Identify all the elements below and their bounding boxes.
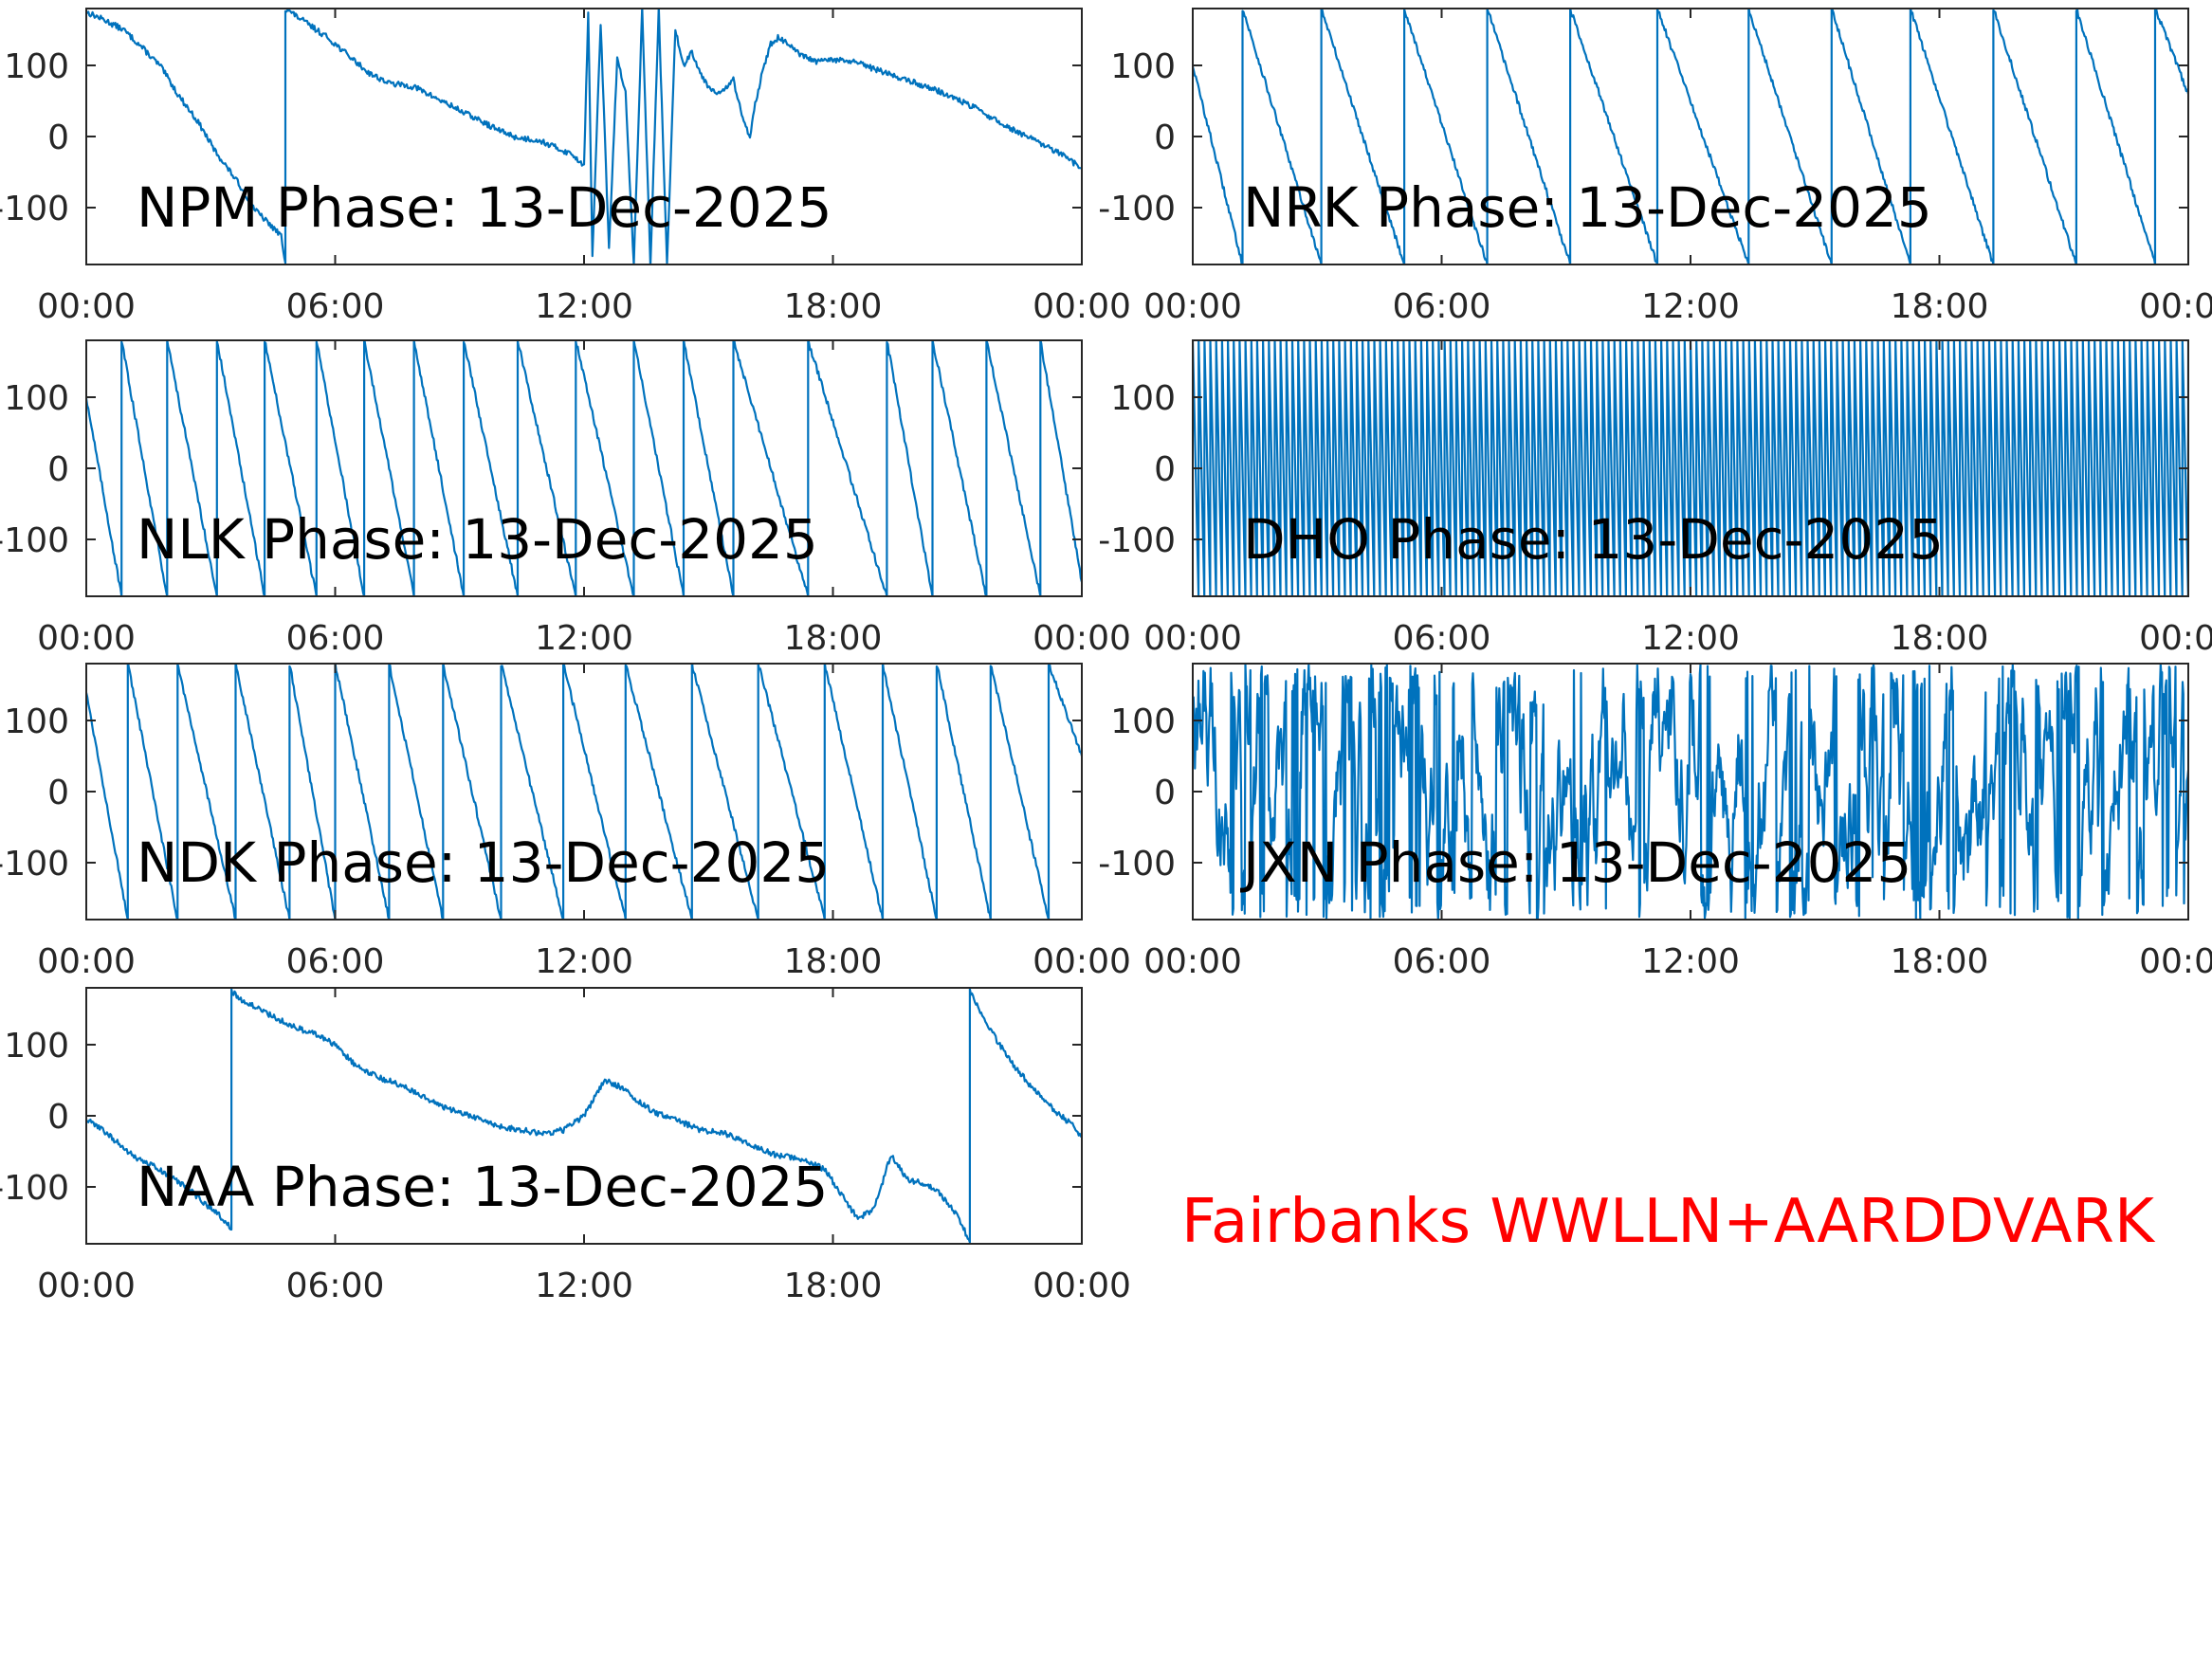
phase-panel-dho: 100 0 -100 00:00 06:00 12:00 18:00 00:00 DHO Pha… xyxy=(1098,339,2212,658)
x-tick-label: 06:00 xyxy=(286,619,385,658)
x-tick-label: 00:00 xyxy=(1033,287,1131,326)
x-tick-label: 00:00 xyxy=(37,619,136,658)
y-tick-label: 100 xyxy=(1110,379,1176,418)
x-tick-label: 18:00 xyxy=(784,1267,883,1305)
phase-line xyxy=(1193,340,2188,596)
y-tick-label: -100 xyxy=(1098,521,1176,560)
x-tick-label: 12:00 xyxy=(535,619,633,658)
phase-line xyxy=(86,988,1082,1244)
phase-panel-jxn: 100 0 -100 00:00 06:00 12:00 18:00 00:00 JXN Pha… xyxy=(1098,663,2212,981)
y-tick-label: -100 xyxy=(0,521,69,560)
x-tick-label: 12:00 xyxy=(535,1267,633,1305)
x-tick-label: 12:00 xyxy=(1641,619,1740,658)
x-tick-label: 00:00 xyxy=(37,942,136,981)
x-tick-label: 18:00 xyxy=(1891,942,1989,981)
x-tick-label: 00:00 xyxy=(1143,619,1242,658)
y-tick-label: 100 xyxy=(4,1027,69,1066)
panel-title: NDK Phase: 13-Dec-2025 xyxy=(137,830,830,895)
x-tick-label: 18:00 xyxy=(784,287,883,326)
x-tick-label: 00:00 xyxy=(2139,942,2212,981)
y-tick-label: 100 xyxy=(4,702,69,741)
x-tick-label: 12:00 xyxy=(535,287,633,326)
phase-series xyxy=(86,9,1082,264)
y-tick-label: 100 xyxy=(1110,47,1176,86)
x-tick-label: 06:00 xyxy=(286,942,385,981)
x-tick-label: 00:00 xyxy=(2139,287,2212,326)
phase-panel-ndk: 100 0 -100 00:00 06:00 12:00 18:00 00:00 NDK Pha… xyxy=(0,663,1131,981)
x-tick-label: 12:00 xyxy=(535,942,633,981)
x-tick-label: 06:00 xyxy=(1393,287,1491,326)
y-tick-label: 100 xyxy=(1110,702,1176,741)
y-tick-label: 100 xyxy=(4,379,69,418)
phase-line xyxy=(86,664,1082,920)
x-tick-label: 06:00 xyxy=(1393,619,1491,658)
x-tick-label: 18:00 xyxy=(784,619,883,658)
phase-series xyxy=(86,664,1082,920)
x-tick-label: 18:00 xyxy=(784,942,883,981)
x-tick-label: 00:00 xyxy=(37,287,136,326)
y-tick-label: -100 xyxy=(1098,845,1176,884)
phase-series xyxy=(86,988,1082,1244)
y-tick-label: 100 xyxy=(4,47,69,86)
y-tick-label: -100 xyxy=(0,845,69,884)
x-tick-label: 06:00 xyxy=(286,287,385,326)
x-tick-label: 00:00 xyxy=(1033,619,1131,658)
y-tick-label: 0 xyxy=(1154,450,1176,489)
x-tick-label: 18:00 xyxy=(1891,619,1989,658)
phase-panels: 100 0 -100 00:00 06:00 12:00 18:00 00:00 NPM Pha… xyxy=(0,8,2212,1305)
y-tick-label: 0 xyxy=(1154,118,1176,157)
y-tick-label: -100 xyxy=(0,190,69,228)
phase-panel-nlk: 100 0 -100 00:00 06:00 12:00 18:00 00:00 NLK Pha… xyxy=(0,339,1131,658)
x-tick-label: 00:00 xyxy=(37,1267,136,1305)
y-tick-label: 0 xyxy=(1154,774,1176,812)
panel-title: NRK Phase: 13-Dec-2025 xyxy=(1243,175,1932,240)
phase-panel-naa: 100 0 -100 00:00 06:00 12:00 18:00 00:00 NAA Pha… xyxy=(0,987,1131,1305)
x-tick-label: 00:00 xyxy=(1143,942,1242,981)
phase-series xyxy=(1193,340,2188,596)
station-label: Fairbanks WWLLN+AARDDVARK xyxy=(1181,1187,2156,1257)
phase-series xyxy=(1193,9,2188,264)
phase-series xyxy=(86,340,1082,596)
x-tick-label: 00:00 xyxy=(2139,619,2212,658)
phase-line xyxy=(1193,664,2188,920)
x-tick-label: 12:00 xyxy=(1641,287,1740,326)
y-tick-label: 0 xyxy=(47,450,69,489)
phase-series xyxy=(1193,664,2188,920)
phase-line xyxy=(86,340,1082,596)
x-tick-label: 06:00 xyxy=(286,1267,385,1305)
panel-title: NAA Phase: 13-Dec-2025 xyxy=(137,1155,828,1219)
panel-title: NLK Phase: 13-Dec-2025 xyxy=(137,507,818,572)
x-tick-label: 00:00 xyxy=(1033,942,1131,981)
phase-panel-npm: 100 0 -100 00:00 06:00 12:00 18:00 00:00 NPM Pha… xyxy=(0,8,1131,326)
y-tick-label: -100 xyxy=(1098,190,1176,228)
x-tick-label: 18:00 xyxy=(1891,287,1989,326)
phase-panel-nrk: 100 0 -100 00:00 06:00 12:00 18:00 00:00 NRK Pha… xyxy=(1098,8,2212,326)
panel-title: DHO Phase: 13-Dec-2025 xyxy=(1243,507,1944,572)
x-tick-label: 12:00 xyxy=(1641,942,1740,981)
x-tick-label: 00:00 xyxy=(1033,1267,1131,1305)
phase-line xyxy=(1193,9,2188,264)
phase-line xyxy=(86,9,1082,264)
y-tick-label: 0 xyxy=(47,118,69,157)
x-tick-label: 00:00 xyxy=(1143,287,1242,326)
y-tick-label: -100 xyxy=(0,1169,69,1208)
panel-title: JXN Phase: 13-Dec-2025 xyxy=(1240,830,1911,895)
x-tick-label: 06:00 xyxy=(1393,942,1491,981)
panel-title: NPM Phase: 13-Dec-2025 xyxy=(137,175,832,240)
y-tick-label: 0 xyxy=(47,774,69,812)
y-tick-label: 0 xyxy=(47,1098,69,1137)
